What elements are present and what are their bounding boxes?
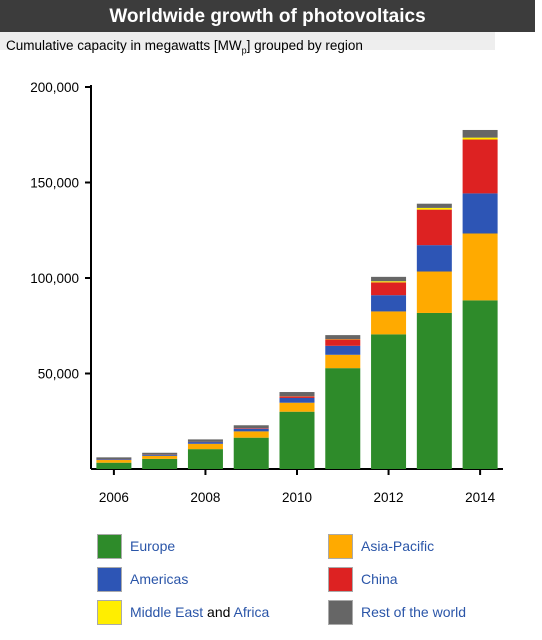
bar-segment-americas-2013: [416, 245, 452, 272]
bar-segment-rest-of-the-world-2014: [462, 129, 498, 138]
bar-segment-china-2011: [325, 339, 361, 346]
subtitle-text-pre: Cumulative capacity in megawatts [MW: [6, 38, 242, 53]
legend-label-asia-pacific[interactable]: Asia-Pacific: [361, 538, 435, 554]
x-tick-label: 2010: [282, 490, 312, 505]
bar-segment-americas-2014: [462, 193, 498, 234]
bar-segment-china-2013: [416, 209, 452, 246]
x-tick-label: 2008: [190, 490, 220, 505]
bar-segment-asia-pacific-2006: [96, 460, 132, 463]
legend-label-rest-of-world[interactable]: Rest of the world: [361, 604, 467, 620]
legend-link-africa[interactable]: Africa: [233, 604, 270, 620]
bar-segment-asia-pacific-2013: [416, 271, 452, 313]
legend-swatch-europe: [97, 534, 122, 559]
bar-segment-asia-pacific-2014: [462, 233, 498, 301]
subtitle-background: [0, 32, 495, 50]
bar-segment-china-2010: [279, 396, 315, 398]
legend-label-middle-east-africa: Middle East and Africa: [130, 604, 269, 620]
bar-segment-rest-of-the-world-2008: [187, 439, 223, 442]
bar-segment-rest-of-the-world-2011: [325, 335, 361, 340]
bar-segment-rest-of-the-world-2013: [416, 203, 452, 208]
bar-segment-europe-2008: [187, 449, 223, 469]
bar-segment-europe-2010: [279, 411, 315, 469]
legend-label-china[interactable]: China: [361, 571, 398, 587]
bar-segment-europe-2012: [371, 334, 407, 469]
bar-segment-europe-2011: [325, 368, 361, 469]
bar-segment-rest-of-the-world-2010: [279, 392, 315, 397]
x-tick-label: 2012: [374, 490, 404, 505]
bar-segment-middle-east-and-africa-2013: [416, 207, 452, 210]
bar-segment-americas-2010: [279, 397, 315, 403]
bar-segment-asia-pacific-2011: [325, 354, 361, 369]
bar-segment-rest-of-the-world-2009: [233, 425, 269, 429]
legend-link-middle-east[interactable]: Middle East: [130, 604, 204, 620]
y-tick-label: 100,000: [30, 271, 79, 286]
bar-segment-asia-pacific-2010: [279, 402, 315, 412]
bar-segment-europe-2009: [233, 437, 269, 469]
chart-title: Worldwide growth of photovoltaics: [0, 0, 535, 32]
bar-segment-americas-2006: [96, 459, 132, 461]
bar-segment-americas-2007: [142, 454, 178, 456]
bar-segment-americas-2012: [371, 295, 407, 312]
chart-subtitle: Cumulative capacity in megawatts [MWp] g…: [6, 38, 363, 56]
y-tick-label: 200,000: [30, 80, 79, 95]
bar-segment-china-2012: [371, 282, 407, 296]
bar-segment-middle-east-and-africa-2014: [462, 137, 498, 140]
y-tick-label: 150,000: [30, 176, 79, 191]
x-tick-label: 2006: [99, 490, 129, 505]
bar-segment-rest-of-the-world-2012: [371, 276, 407, 282]
bar-segment-asia-pacific-2008: [187, 443, 223, 450]
bar-segment-middle-east-and-africa-2012: [371, 281, 407, 283]
bar-segment-europe-2013: [416, 312, 452, 469]
bar-segment-asia-pacific-2007: [142, 455, 178, 459]
y-tick-label: 50,000: [38, 367, 79, 382]
bar-segment-rest-of-the-world-2006: [96, 457, 132, 460]
legend-swatch-middle-east-africa: [97, 600, 122, 625]
bar-segment-asia-pacific-2009: [233, 431, 269, 438]
subtitle-text-post: ] grouped by region: [246, 38, 363, 53]
bar-segment-asia-pacific-2012: [371, 311, 407, 335]
x-tick-label: 2014: [465, 490, 496, 505]
bar-segment-rest-of-the-world-2007: [142, 452, 178, 455]
legend-label-europe[interactable]: Europe: [130, 538, 176, 554]
legend-swatch-china: [328, 567, 353, 592]
subtitle-text-sub: p: [241, 45, 247, 56]
legend-and-text: and: [207, 604, 231, 620]
bar-segment-europe-2006: [96, 462, 132, 469]
bar-segment-china-2014: [462, 139, 498, 194]
bar-segment-americas-2008: [187, 442, 223, 444]
bar-segment-americas-2009: [233, 428, 269, 432]
bar-segment-china-2009: [233, 428, 269, 429]
legend-label-americas[interactable]: Americas: [130, 571, 189, 587]
legend-swatch-americas: [97, 567, 122, 592]
bar-segment-europe-2007: [142, 458, 178, 469]
bar-segment-europe-2014: [462, 300, 498, 469]
bar-segment-americas-2011: [325, 345, 361, 355]
legend-swatch-rest-of-world: [328, 600, 353, 625]
legend-swatch-asia-pacific: [328, 534, 353, 559]
